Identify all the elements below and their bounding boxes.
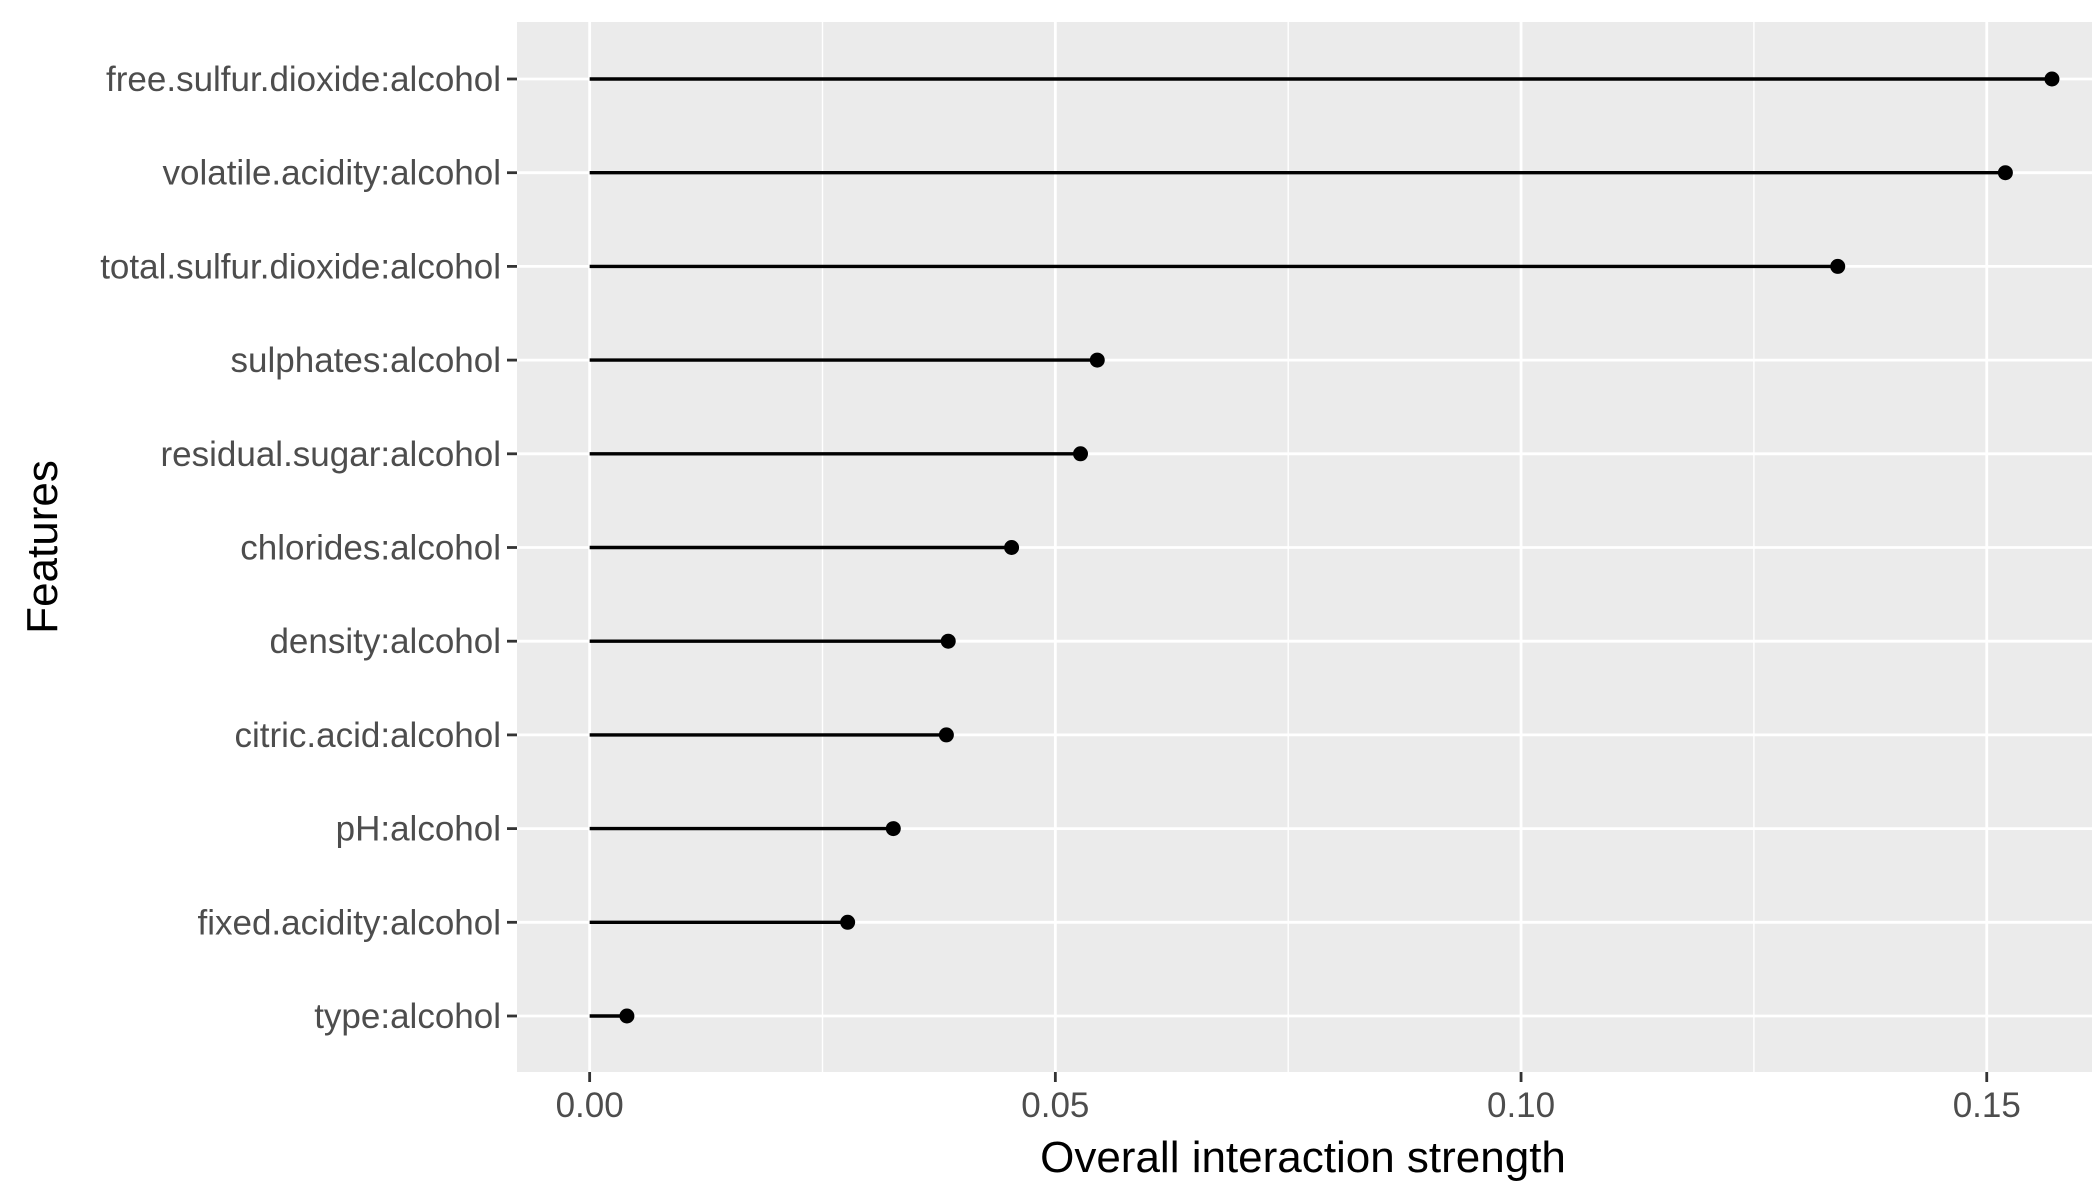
x-axis: 0.00 0.05 0.10 0.15	[556, 1072, 2021, 1125]
lollipop-point	[840, 914, 856, 930]
y-tick-label: volatile.acidity:alcohol	[162, 154, 501, 193]
lollipop-marks	[589, 71, 2060, 1024]
y-tick-label: free.sulfur.dioxide:alcohol	[106, 60, 501, 99]
lollipop-point	[940, 633, 956, 649]
y-tick-label: density:alcohol	[269, 622, 501, 661]
y-axis: free.sulfur.dioxide:alcohol volatile.acid…	[100, 60, 517, 1036]
y-tick-label: chlorides:alcohol	[240, 529, 501, 568]
x-axis-title: Overall interaction strength	[1040, 1133, 1566, 1182]
lollipop-point	[619, 1008, 635, 1024]
x-tick-label: 0.00	[556, 1086, 624, 1125]
lollipop-point	[2044, 71, 2060, 87]
lollipop-point	[885, 821, 901, 837]
y-tick-label: pH:alcohol	[336, 810, 501, 849]
y-tick-label: fixed.acidity:alcohol	[198, 903, 502, 942]
y-tick-label: residual.sugar:alcohol	[161, 435, 501, 474]
lollipop-point	[1997, 165, 2013, 181]
lollipop-point	[1089, 352, 1105, 368]
lollipop-point	[938, 727, 954, 743]
y-tick-label: type:alcohol	[314, 997, 501, 1036]
y-tick-label: total.sulfur.dioxide:alcohol	[100, 247, 501, 286]
y-axis-title: Features	[18, 460, 67, 634]
y-tick-label: citric.acid:alcohol	[235, 716, 502, 755]
x-tick-label: 0.10	[1487, 1086, 1555, 1125]
x-tick-label: 0.05	[1021, 1086, 1089, 1125]
lollipop-point	[1072, 446, 1088, 462]
y-tick-label: sulphates:alcohol	[231, 341, 501, 380]
lollipop-point	[1004, 540, 1020, 555]
lollipop-point	[1830, 258, 1846, 274]
x-tick-label: 0.15	[1953, 1086, 2021, 1125]
